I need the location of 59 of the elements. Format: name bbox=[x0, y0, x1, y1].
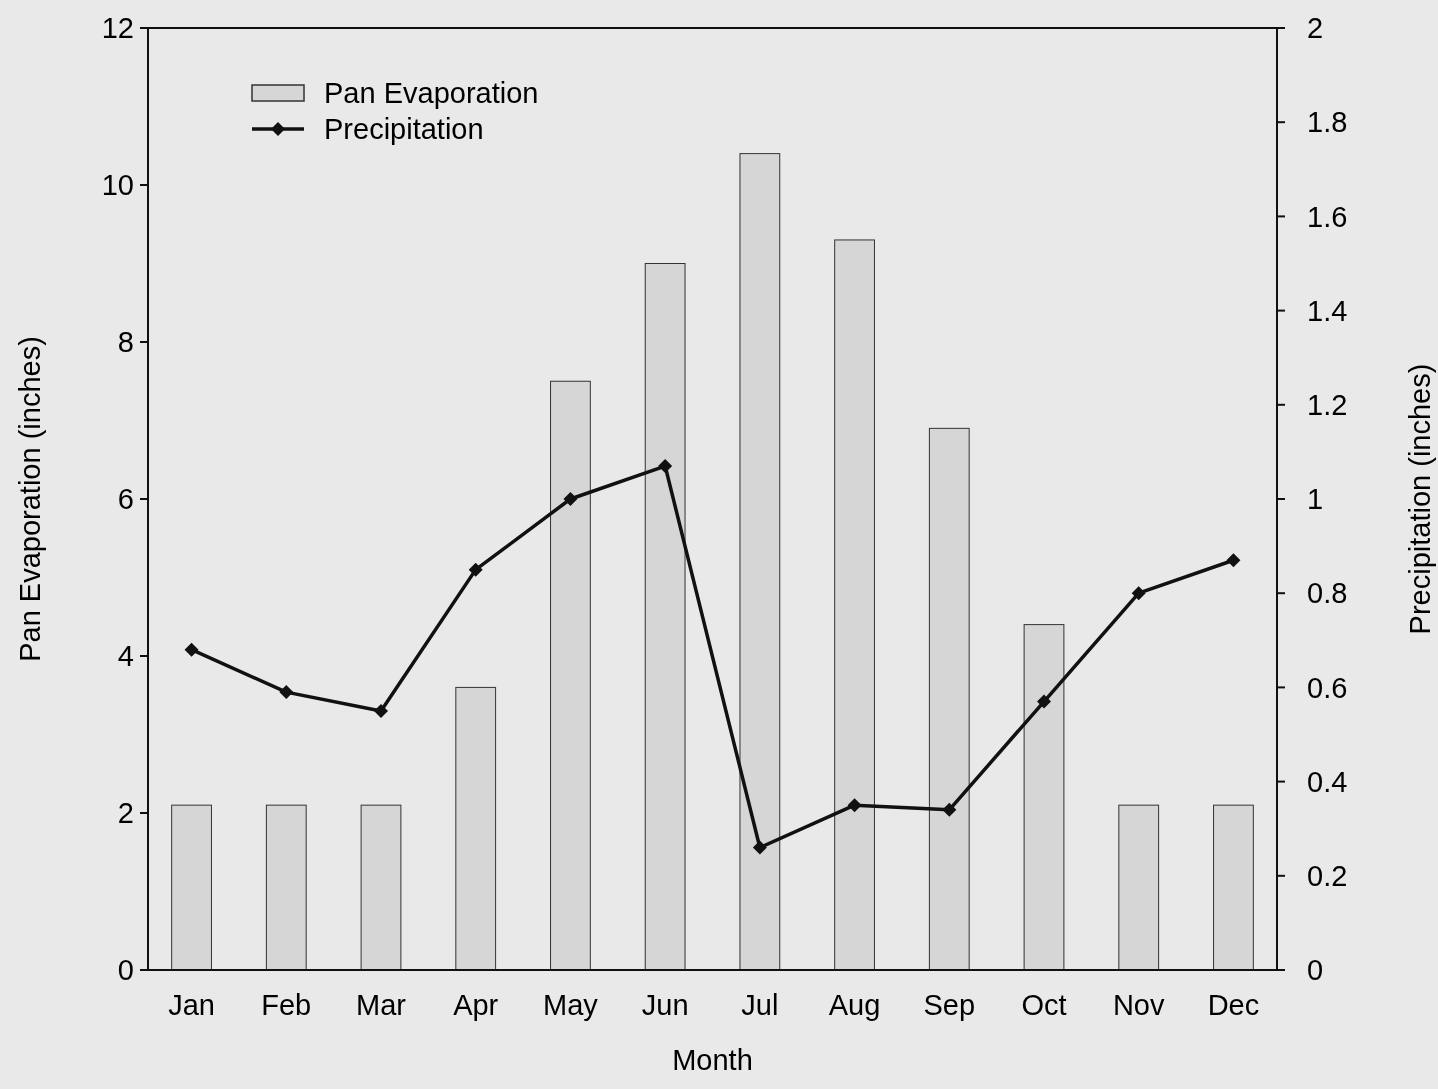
bar bbox=[739, 153, 781, 971]
y2-tick-label: 1.4 bbox=[1307, 294, 1348, 327]
point bbox=[847, 798, 862, 813]
x-tick-label: Jun bbox=[641, 989, 689, 1021]
y2-tick-label: 1 bbox=[1307, 483, 1324, 516]
y2-tick-label: 0.8 bbox=[1307, 577, 1348, 610]
y2-tick-label: 0 bbox=[1307, 954, 1324, 987]
x-tick-label: Aug bbox=[828, 989, 881, 1021]
y2-tick-label: 0.2 bbox=[1307, 859, 1348, 892]
x-tick-label: Feb bbox=[261, 989, 312, 1021]
bar bbox=[265, 804, 307, 971]
y2-tick-label: 0.4 bbox=[1307, 765, 1348, 798]
bar bbox=[1213, 804, 1254, 971]
y-tick-label: 0 bbox=[117, 954, 134, 987]
bar bbox=[644, 263, 686, 971]
point bbox=[184, 642, 199, 657]
bar bbox=[550, 380, 591, 971]
bar bbox=[1023, 624, 1065, 971]
point bbox=[1131, 586, 1146, 601]
x-tick-label: Apr bbox=[453, 989, 499, 1021]
x-axis-title: Month bbox=[672, 1044, 753, 1076]
x-tick-label: Oct bbox=[1021, 989, 1067, 1021]
x-tick-label: May bbox=[543, 989, 599, 1021]
x-tick-label: Dec bbox=[1207, 989, 1260, 1021]
y-tick-label: 12 bbox=[101, 12, 134, 45]
legend-label: Pan Evaporation bbox=[324, 77, 539, 110]
y-axis-title: Pan Evaporation (inches) bbox=[14, 336, 46, 662]
y-tick-label: 6 bbox=[117, 483, 134, 516]
point bbox=[468, 562, 483, 577]
legend-label: Precipitation bbox=[324, 113, 484, 146]
y2-tick-label: 1.8 bbox=[1307, 106, 1348, 139]
point bbox=[279, 685, 294, 700]
y2-tick-label: 0.6 bbox=[1307, 671, 1348, 704]
x-tick-label: Nov bbox=[1112, 989, 1165, 1021]
bar bbox=[455, 686, 497, 971]
bar bbox=[928, 427, 970, 971]
point bbox=[658, 459, 673, 474]
bar bbox=[1118, 804, 1160, 971]
y-tick-label: 2 bbox=[117, 797, 134, 830]
point bbox=[374, 703, 388, 718]
point bbox=[752, 840, 767, 855]
x-tick-label: Jul bbox=[741, 989, 779, 1021]
y2-axis-title: Precipitation (inches) bbox=[1404, 363, 1436, 635]
x-tick-label: Mar bbox=[356, 989, 407, 1021]
y-tick-label: 8 bbox=[117, 326, 134, 359]
x-tick-label: Jan bbox=[168, 989, 215, 1021]
bar bbox=[171, 804, 212, 971]
point bbox=[1037, 694, 1051, 709]
point bbox=[563, 492, 578, 506]
y-tick-label: 4 bbox=[117, 640, 134, 673]
y2-tick-label: 1.2 bbox=[1307, 388, 1348, 421]
point bbox=[942, 802, 957, 817]
y-tick-label: 10 bbox=[101, 169, 134, 202]
bar bbox=[834, 239, 875, 971]
point bbox=[1226, 553, 1241, 568]
y2-tick-label: 2 bbox=[1307, 12, 1324, 45]
bar bbox=[360, 804, 402, 971]
y2-tick-label: 1.6 bbox=[1307, 200, 1348, 233]
x-tick-label: Sep bbox=[923, 989, 976, 1021]
